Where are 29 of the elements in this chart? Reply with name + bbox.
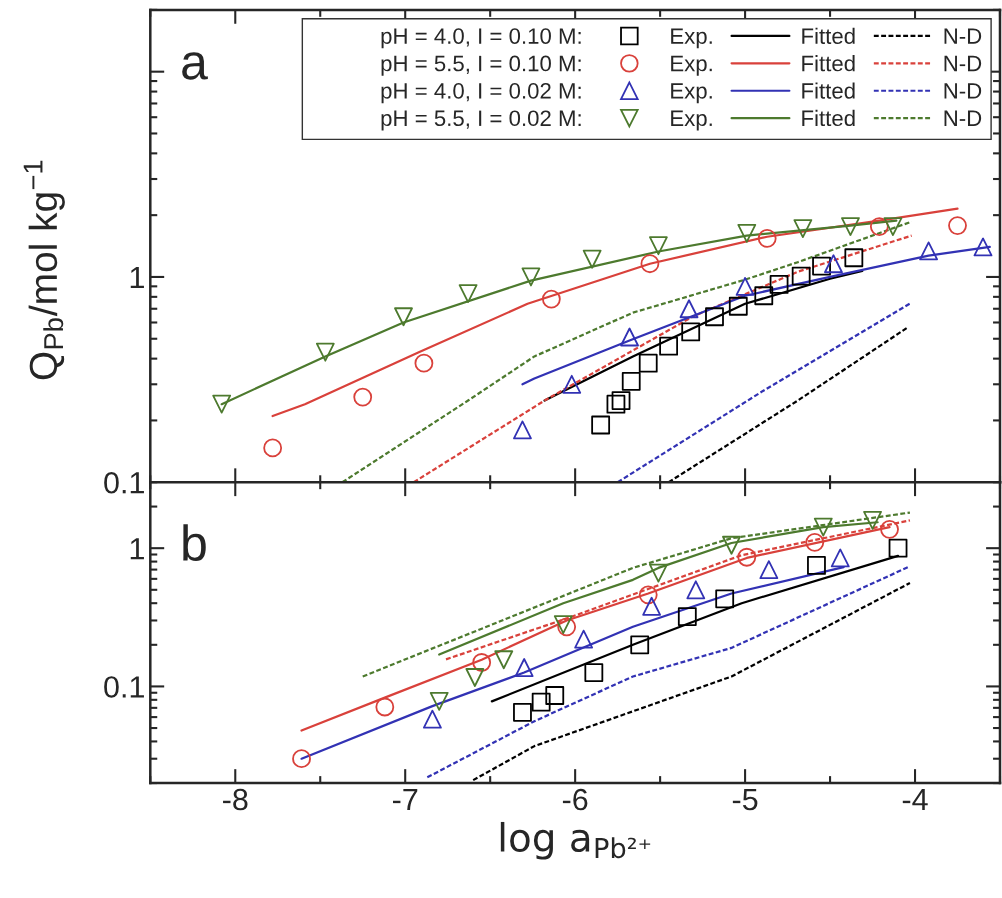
annotation: pH = 5.5, I = 0.02 M: [381,110,581,131]
legend-label: N-D [944,83,982,99]
legend-label: Fitted [802,55,855,72]
legend-label: Exp. [671,28,712,49]
x-tick-label: -5 [732,789,758,811]
legend-label: N-D [944,110,982,126]
x-axis-title: log a$_{Pb²⁺}$ [500,821,651,860]
x-tick-label: -4 [902,789,928,811]
x-tick-label: -6 [562,788,588,811]
y-tick-label: 0.1 [104,676,144,698]
x-tick-label: -8 [223,788,248,811]
legend-label: Exp. [671,55,712,76]
y-tick-label: 0.1 [104,471,144,494]
x-tick-label: -7 [392,789,418,811]
legend-label: Exp. [671,83,712,104]
y-tick-label: 1 [130,267,144,289]
annotation: pH = 4.0, I = 0.02 M: [381,83,581,104]
annotation: a [182,52,208,80]
legend-label: Exp. [671,110,712,131]
annotation: pH = 5.5, I = 0.10 M: [381,55,581,76]
y-tick-label: 1 [130,538,144,560]
legend-label: Fitted [802,27,855,44]
legend-label: Fitted [802,82,855,99]
y-axis-title: Q$_{Pb}$/mol kg$^{−1}$ [23,160,65,380]
annotation: b [183,524,206,562]
legend-label: N-D [944,55,982,72]
annotation: pH = 4.0, I = 0.10 M: [381,28,581,49]
legend-label: Fitted [802,109,855,127]
legend-label: N-D [944,28,982,44]
